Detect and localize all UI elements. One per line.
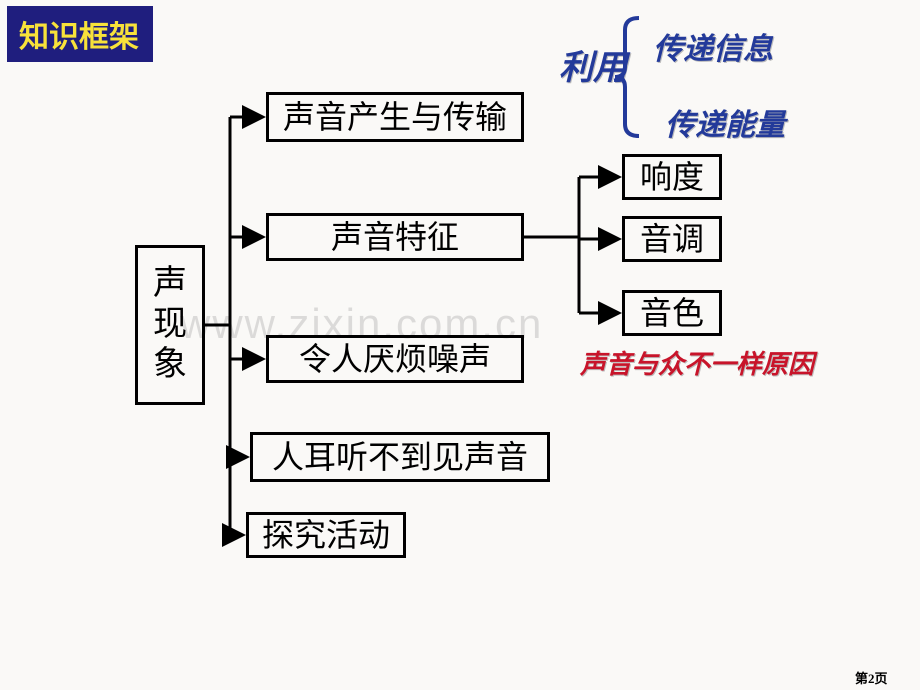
connector-lines [0,0,920,690]
page-number: 第2页 [855,668,888,687]
